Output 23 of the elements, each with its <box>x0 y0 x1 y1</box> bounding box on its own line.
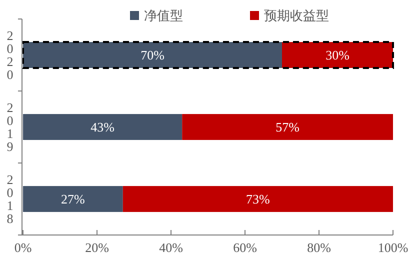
legend-label: 预期收益型 <box>264 9 329 24</box>
x-tick-label: 20% <box>85 240 110 255</box>
legend-label: 净值型 <box>144 9 183 24</box>
text: 27% <box>61 192 85 206</box>
text: 57% <box>276 120 300 134</box>
x-tick-label: 60% <box>233 240 258 255</box>
bar <box>23 42 282 68</box>
text: 30% <box>326 48 350 62</box>
bar <box>122 186 393 212</box>
x-tick-label: 80% <box>307 240 332 255</box>
x-tick-label: 0% <box>14 240 32 255</box>
x-tick-label: 40% <box>159 240 184 255</box>
bar <box>282 42 393 68</box>
bar <box>182 114 393 140</box>
y-tick-label: 2020 <box>6 28 14 82</box>
text: 70% <box>140 48 164 62</box>
x-tick-label: 100% <box>378 240 408 255</box>
text: 73% <box>246 192 270 206</box>
bar <box>23 186 123 212</box>
text: 43% <box>90 120 114 134</box>
y-tick-label: 2019 <box>6 100 14 154</box>
y-tick-label: 2018 <box>6 172 14 226</box>
bar <box>23 114 182 140</box>
